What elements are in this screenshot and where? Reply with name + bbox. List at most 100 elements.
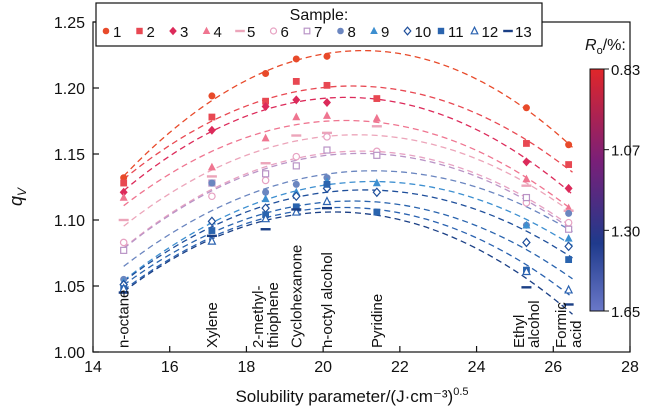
colorbar-tick-label: 0.83 (611, 62, 640, 79)
data-point-s12-6 (521, 266, 531, 276)
data-point-s6-1 (208, 192, 216, 201)
data-point-s1-4 (323, 52, 331, 60)
fit-curves (123, 49, 573, 315)
data-point-s12-1 (207, 235, 217, 245)
fit-curve-2 (123, 85, 573, 180)
data-point-s9-5 (372, 178, 381, 187)
legend-label-7: 7 (314, 24, 322, 41)
data-point-s1-7 (565, 141, 573, 149)
y-tick-label: 1.00 (54, 345, 85, 362)
solvent-label-line: Xylene (204, 302, 221, 348)
data-point-s10-7 (564, 241, 573, 252)
data-point-s6-7 (564, 218, 573, 227)
y-tick-label: 1.15 (54, 147, 85, 164)
data-point-s4-2 (261, 133, 270, 142)
data-point-s7-2 (262, 170, 270, 178)
colorbar-tick-label: 1.65 (611, 304, 640, 321)
x-tick-label: 14 (84, 359, 102, 376)
legend-marker-6 (269, 27, 278, 35)
data-point-s7-5 (373, 151, 381, 159)
solvent-label-line: n-octane (116, 290, 133, 348)
fit-curve-5 (123, 134, 573, 227)
solvent-label-line: Formic (553, 302, 570, 348)
data-markers (118, 52, 574, 306)
x-tick-label: 24 (468, 359, 486, 376)
y-tick-label: 1.10 (54, 213, 85, 230)
data-point-s4-5 (372, 113, 381, 122)
solvent-label: n-octane (116, 290, 133, 348)
data-point-s3-2 (261, 101, 270, 111)
fit-curve-10 (123, 189, 573, 282)
legend-marker-3 (169, 26, 177, 36)
data-point-s12-4 (322, 196, 332, 206)
legend-marker-11 (437, 27, 445, 35)
x-tick-label: 16 (161, 359, 179, 376)
data-point-s6-3 (292, 152, 301, 161)
data-point-s1-6 (522, 104, 530, 112)
solvent-labels: n-octane Xylene 2-methyl-thiophene Cyclohex… (116, 245, 585, 348)
data-point-s8-3 (292, 180, 300, 188)
data-point-s7-0 (120, 246, 128, 254)
legend-box (95, 2, 543, 47)
legend-label-10: 10 (415, 24, 432, 41)
legend-marker-8 (337, 27, 344, 35)
legend-label-12: 12 (482, 24, 499, 41)
data-point-s11-5 (373, 208, 381, 216)
legend-label-2: 2 (147, 24, 155, 41)
legend-label-5: 5 (247, 24, 255, 41)
colorbar: Ro/%: 0.83 1.07 1.30 1.65 (585, 37, 640, 321)
x-tick-label: 18 (238, 359, 256, 376)
legend-marker-12 (470, 25, 479, 35)
legend-label-13: 13 (515, 24, 532, 41)
legend: Sample: 1 2 3 4 5 6 7 8 9 10 11 12 13 (95, 2, 543, 47)
fit-curve-8 (123, 170, 573, 267)
legend-marker-7 (303, 27, 311, 35)
y-axis-label: qV (6, 187, 29, 206)
data-point-s4-0 (119, 193, 128, 201)
solvent-label: Pyridine (369, 294, 386, 348)
solvent-label: Cyclohexanone (288, 245, 305, 348)
data-point-s2-1 (208, 113, 216, 121)
legend-marker-10 (403, 26, 412, 36)
colorbar-title: Ro/%: (585, 37, 626, 57)
legend-marker-4 (202, 26, 211, 34)
data-point-s4-6 (522, 174, 531, 183)
data-point-s8-1 (208, 179, 216, 187)
data-point-s3-7 (564, 183, 573, 193)
solvent-label: n-octyl alcohol (319, 252, 336, 348)
fit-curve-6 (123, 150, 573, 249)
data-point-s12-3 (291, 206, 301, 216)
data-point-s3-1 (207, 125, 216, 135)
legend-marker-1 (102, 27, 110, 35)
data-point-s10-2 (261, 203, 270, 214)
data-point-s12-7 (564, 284, 574, 294)
fit-curve-3 (123, 96, 573, 195)
data-point-s9-7 (564, 233, 573, 242)
x-tick-label: 28 (621, 359, 639, 376)
data-point-s10-6 (522, 237, 531, 248)
fit-curve-12 (123, 206, 573, 298)
legend-title: Sample: (290, 7, 349, 24)
x-tick-label: 22 (391, 359, 409, 376)
data-point-s2-6 (523, 140, 530, 147)
solvent-label: 2-methyl-thiophene (250, 282, 282, 348)
data-point-s8-2 (262, 188, 270, 196)
data-point-s7-7 (565, 225, 573, 233)
data-point-s9-6 (522, 220, 531, 229)
fit-curve-1 (123, 49, 573, 177)
legend-label-1: 1 (113, 24, 121, 41)
data-point-s8-7 (565, 209, 573, 217)
data-point-s4-7 (564, 203, 573, 212)
solvent-label: Ethylalcohol (511, 300, 543, 348)
data-point-s6-2 (261, 176, 270, 185)
legend-label-8: 8 (348, 24, 356, 41)
data-point-s1-1 (208, 92, 216, 100)
data-point-s7-6 (522, 193, 531, 202)
solvent-label-line: Pyridine (369, 294, 386, 348)
data-point-s10-3 (291, 191, 301, 202)
data-point-s2-7 (565, 161, 573, 168)
solvent-label-line: Ethyl (511, 315, 528, 348)
data-point-s1-3 (292, 55, 300, 63)
x-tick-label: 20 (314, 359, 332, 376)
